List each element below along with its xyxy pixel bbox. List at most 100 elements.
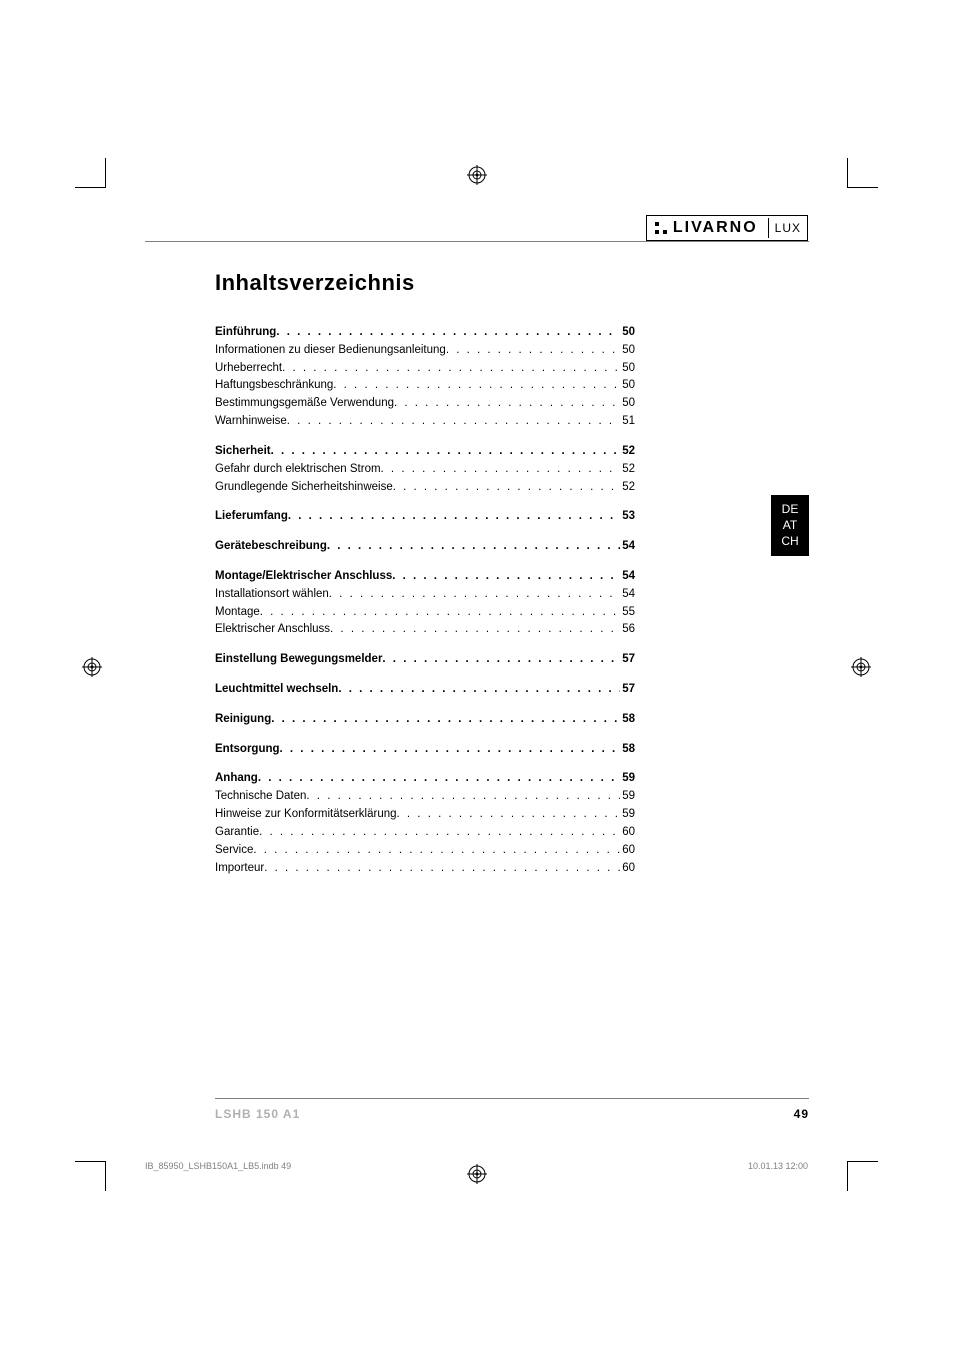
toc-label: Gefahr durch elektrischen Strom: [215, 461, 381, 479]
toc-page: 50: [620, 342, 635, 360]
toc-subitem: Elektrischer Anschluss 56: [215, 621, 635, 639]
toc-page: 59: [620, 806, 635, 824]
toc-label: Hinweise zur Konformitätserklärung: [215, 806, 397, 824]
toc-leader-dots: [260, 604, 620, 622]
toc-leader-dots: [258, 770, 620, 788]
toc-page: 53: [620, 508, 635, 526]
toc-leader-dots: [397, 806, 621, 824]
toc-label: Haftungsbeschränkung: [215, 377, 333, 395]
lang-de: DE: [771, 501, 809, 517]
brand-dots-icon: [655, 222, 667, 234]
toc-label: Leuchtmittel wechseln: [215, 681, 338, 699]
toc-page: 57: [620, 681, 635, 699]
toc-subitem: Technische Daten 59: [215, 788, 635, 806]
toc-leader-dots: [393, 479, 620, 497]
toc-page: 54: [620, 538, 635, 556]
toc-label: Montage/Elektrischer Anschluss: [215, 568, 392, 586]
toc-leader-dots: [253, 842, 620, 860]
toc-section: Reinigung 58: [215, 711, 635, 729]
toc-label: Elektrischer Anschluss: [215, 621, 330, 639]
toc-label: Reinigung: [215, 711, 271, 729]
toc-subitem: Importeur 60: [215, 860, 635, 878]
toc-leader-dots: [271, 443, 621, 461]
toc-label: Service: [215, 842, 253, 860]
toc-leader-dots: [282, 360, 620, 378]
registration-mark-icon: [467, 165, 487, 185]
toc-subitem: Gefahr durch elektrischen Strom 52: [215, 461, 635, 479]
toc-leader-dots: [306, 788, 620, 806]
language-tab: DE AT CH: [771, 495, 809, 556]
toc-section: Gerätebeschreibung 54: [215, 538, 635, 556]
toc-label: Lieferumfang: [215, 508, 288, 526]
toc-page: 60: [620, 860, 635, 878]
toc-leader-dots: [276, 324, 620, 342]
toc-label: Entsorgung: [215, 741, 280, 759]
toc-page: 57: [620, 651, 635, 669]
toc-label: Montage: [215, 604, 260, 622]
toc-leader-dots: [338, 681, 620, 699]
toc-leader-dots: [446, 342, 620, 360]
toc-leader-dots: [280, 741, 621, 759]
toc-label: Grundlegende Sicherheitshinweise: [215, 479, 393, 497]
toc-page: 58: [620, 741, 635, 759]
lang-at: AT: [771, 517, 809, 533]
lang-ch: CH: [771, 533, 809, 549]
toc-section: Montage/Elektrischer Anschluss54: [215, 568, 635, 586]
toc-page: 56: [620, 621, 635, 639]
toc-subitem: Warnhinweise 51: [215, 413, 635, 431]
toc-subitem: Installationsort wählen54: [215, 586, 635, 604]
toc-leader-dots: [327, 538, 620, 556]
toc-page: 60: [620, 824, 635, 842]
brand-suffix: LUX: [768, 218, 807, 238]
registration-mark-icon: [851, 657, 871, 677]
toc-label: Anhang: [215, 770, 258, 788]
toc-label: Importeur: [215, 860, 264, 878]
toc-page: 58: [620, 711, 635, 729]
toc-page: 50: [620, 324, 635, 342]
toc-leader-dots: [333, 377, 620, 395]
toc-label: Bestimmungsgemäße Verwendung: [215, 395, 394, 413]
toc-page: 51: [620, 413, 635, 431]
toc-label: Technische Daten: [215, 788, 306, 806]
toc-page: 59: [620, 770, 635, 788]
toc-subitem: Grundlegende Sicherheitshinweise52: [215, 479, 635, 497]
toc-label: Warnhinweise: [215, 413, 287, 431]
toc-leader-dots: [288, 508, 620, 526]
print-timestamp: 10.01.13 12:00: [748, 1161, 808, 1171]
toc-leader-dots: [381, 461, 621, 479]
toc-leader-dots: [330, 621, 620, 639]
toc-leader-dots: [271, 711, 620, 729]
toc-section: Einstellung Bewegungsmelder 57: [215, 651, 635, 669]
toc-page: 52: [620, 443, 635, 461]
toc-section: Entsorgung 58: [215, 741, 635, 759]
toc-section: Einführung50: [215, 324, 635, 342]
toc-label: Einstellung Bewegungsmelder: [215, 651, 382, 669]
print-info-line: IB_85950_LSHB150A1_LB5.indb 49 10.01.13 …: [145, 1161, 808, 1171]
toc-subitem: Garantie 60: [215, 824, 635, 842]
toc-label: Informationen zu dieser Bedienungsanleit…: [215, 342, 446, 360]
toc-label: Sicherheit: [215, 443, 271, 461]
toc-label: Gerätebeschreibung: [215, 538, 327, 556]
toc-leader-dots: [259, 824, 620, 842]
toc-subitem: Urheberrecht 50: [215, 360, 635, 378]
brand-logo: LIVARNO LUX: [646, 215, 808, 241]
toc-page: 59: [620, 788, 635, 806]
toc-subitem: Service 60: [215, 842, 635, 860]
toc-subitem: Hinweise zur Konformitätserklärung 59: [215, 806, 635, 824]
toc-page: 54: [620, 586, 635, 604]
toc-page: 60: [620, 842, 635, 860]
toc-leader-dots: [264, 860, 620, 878]
toc-label: Garantie: [215, 824, 259, 842]
toc-leader-dots: [392, 568, 620, 586]
toc-label: Urheberrecht: [215, 360, 282, 378]
header-rule: [145, 241, 809, 242]
toc-page: 50: [620, 395, 635, 413]
table-of-contents: Einführung50Informationen zu dieser Bedi…: [215, 324, 635, 877]
toc-section: Anhang 59: [215, 770, 635, 788]
toc-leader-dots: [329, 586, 620, 604]
footer-page-number: 49: [794, 1107, 809, 1121]
registration-mark-icon: [82, 657, 102, 677]
toc-page: 52: [620, 461, 635, 479]
toc-page: 55: [620, 604, 635, 622]
toc-page: 50: [620, 360, 635, 378]
